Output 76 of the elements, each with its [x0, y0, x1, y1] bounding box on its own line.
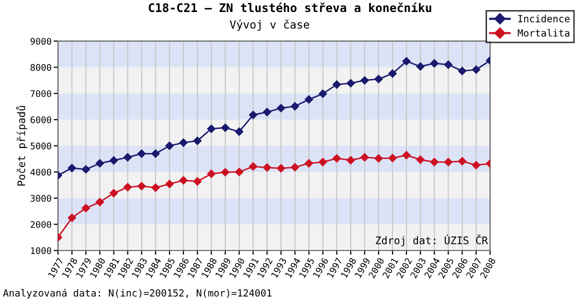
point — [360, 153, 369, 162]
chart-subtitle: Vývoj v čase — [230, 20, 310, 31]
point — [290, 102, 300, 110]
annotation: Zdroj dat: ÚZIS ČR — [376, 234, 488, 246]
point — [68, 214, 76, 222]
point — [262, 108, 272, 116]
y-tick-label: 8000 — [30, 64, 52, 71]
point — [193, 177, 202, 186]
point — [249, 110, 258, 120]
point — [374, 74, 383, 84]
text: Analyzovaná data: N(inc)=200152, N(mor)=124001 — [3, 288, 272, 298]
point — [346, 79, 355, 88]
y-tick-label: 7000 — [30, 90, 52, 98]
point — [458, 157, 466, 166]
y-tick-label: 2000 — [30, 221, 52, 228]
y-tick-label: 3000 — [30, 194, 52, 202]
point — [179, 138, 188, 147]
point — [124, 183, 132, 192]
point — [304, 159, 314, 168]
point — [151, 150, 160, 158]
point — [235, 168, 244, 176]
point — [138, 182, 146, 190]
point — [444, 158, 452, 166]
point — [472, 66, 480, 74]
point — [82, 165, 90, 174]
point — [290, 163, 300, 172]
y-tick-label: 6000 — [30, 116, 52, 124]
point — [318, 158, 327, 166]
point — [165, 180, 174, 188]
point — [472, 161, 480, 170]
point — [96, 198, 104, 206]
point — [193, 136, 202, 145]
point — [276, 104, 286, 112]
point — [332, 80, 341, 89]
point — [430, 158, 438, 166]
point — [458, 66, 466, 76]
point — [221, 168, 230, 176]
point — [444, 60, 452, 69]
point — [110, 156, 118, 165]
y-tick-label: 4000 — [30, 168, 52, 176]
legend-label: Incidence — [518, 14, 570, 22]
y-axis-title: Počet případů — [16, 106, 28, 186]
point — [332, 154, 341, 162]
point — [276, 164, 286, 172]
point — [360, 76, 369, 84]
point — [388, 154, 397, 162]
y-tick-label: 9000 — [30, 38, 52, 45]
point — [388, 69, 397, 78]
point — [68, 164, 76, 172]
point — [235, 128, 244, 136]
y-tick-label: 5000 — [30, 142, 52, 150]
point — [402, 57, 411, 66]
point — [110, 189, 118, 198]
point — [416, 156, 425, 164]
point — [416, 62, 425, 71]
point — [262, 163, 272, 172]
legend-label: Mortalita — [518, 29, 570, 37]
point — [221, 124, 230, 132]
point — [207, 124, 216, 133]
point — [249, 162, 258, 171]
point — [138, 150, 146, 158]
point — [96, 159, 104, 168]
point — [124, 153, 132, 162]
point — [402, 151, 411, 160]
point — [346, 156, 355, 164]
point — [179, 176, 188, 184]
chart-title: C18-C21 – ZN tlustého střeva a konečníku — [148, 2, 432, 12]
point — [430, 59, 438, 68]
point — [82, 204, 90, 212]
y-tick-label: 1000 — [31, 247, 52, 254]
point — [151, 184, 160, 192]
point — [165, 142, 174, 150]
point — [207, 170, 216, 178]
point — [374, 154, 383, 162]
point — [318, 90, 327, 98]
point — [304, 95, 314, 104]
